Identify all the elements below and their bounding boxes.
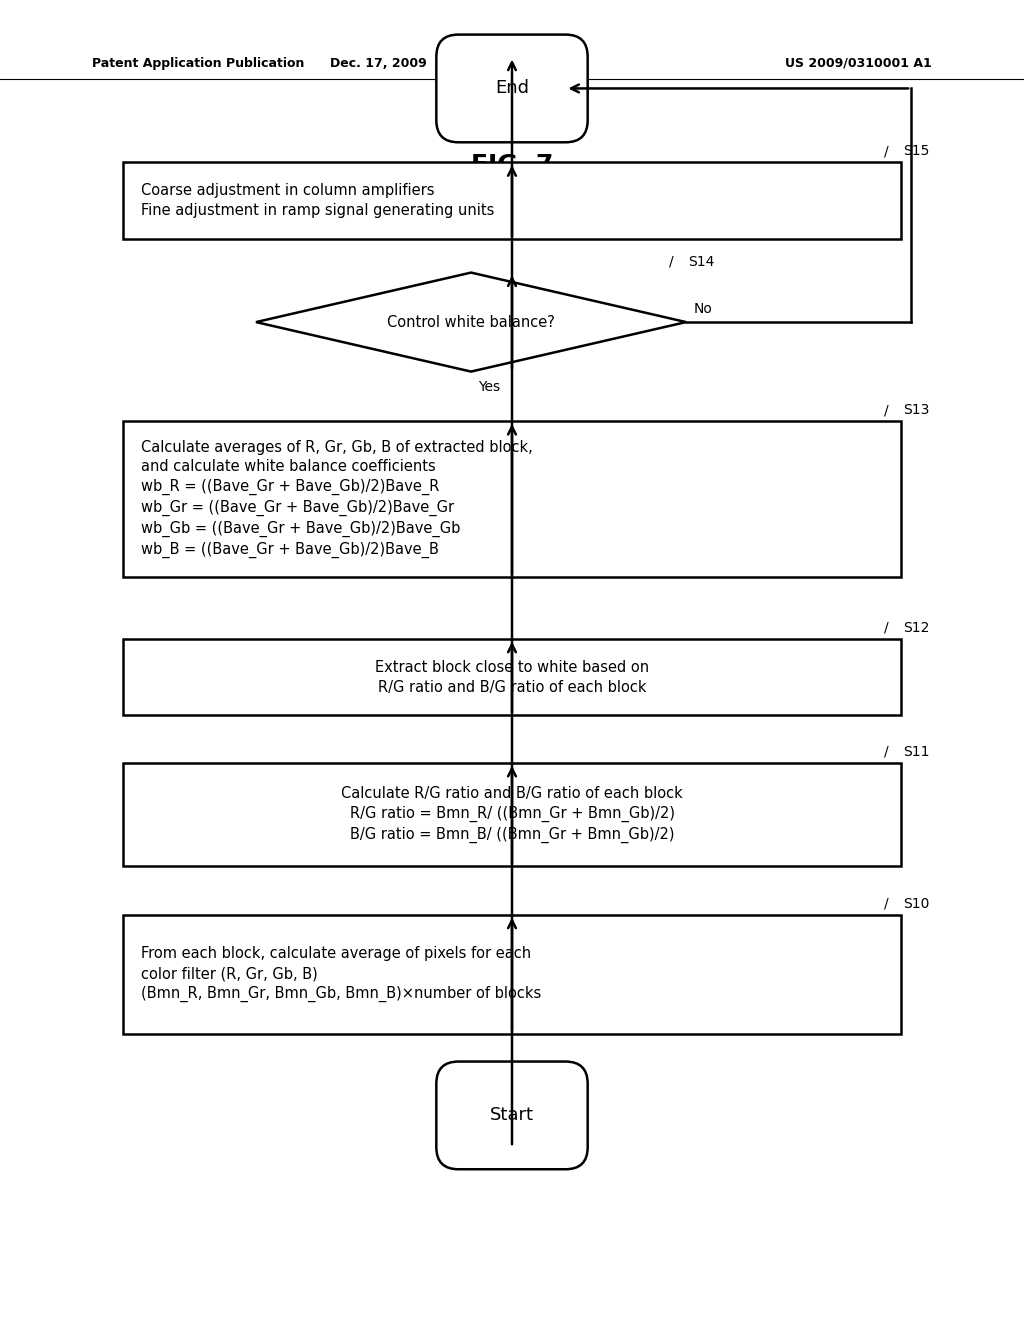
Text: Start: Start bbox=[490, 1106, 534, 1125]
FancyBboxPatch shape bbox=[436, 34, 588, 143]
Text: Extract block close to white based on
R/G ratio and B/G ratio of each block: Extract block close to white based on R/… bbox=[375, 660, 649, 694]
Text: S12: S12 bbox=[903, 620, 930, 635]
Text: Yes: Yes bbox=[478, 380, 500, 393]
Text: /: / bbox=[885, 144, 889, 158]
Bar bbox=[123, 915, 901, 1034]
Text: Patent Application Publication: Patent Application Publication bbox=[92, 57, 304, 70]
Text: US 2009/0310001 A1: US 2009/0310001 A1 bbox=[785, 57, 932, 70]
Text: S15: S15 bbox=[903, 144, 930, 158]
Text: No: No bbox=[694, 302, 713, 315]
Text: S13: S13 bbox=[903, 403, 930, 417]
Text: S10: S10 bbox=[903, 896, 930, 911]
Text: From each block, calculate average of pixels for each
color filter (R, Gr, Gb, B: From each block, calculate average of pi… bbox=[141, 946, 541, 1002]
Text: /: / bbox=[885, 620, 889, 635]
Bar bbox=[123, 421, 901, 577]
Text: /: / bbox=[885, 896, 889, 911]
FancyBboxPatch shape bbox=[436, 1061, 588, 1170]
Polygon shape bbox=[256, 272, 686, 372]
Text: /: / bbox=[885, 744, 889, 759]
Text: Dec. 17, 2009  Sheet 7 of 14: Dec. 17, 2009 Sheet 7 of 14 bbox=[331, 57, 529, 70]
Bar bbox=[123, 763, 901, 866]
Bar bbox=[123, 162, 901, 239]
Text: /: / bbox=[885, 403, 889, 417]
Text: Calculate R/G ratio and B/G ratio of each block
R/G ratio = Bmn_R/ ((Bmn_Gr + Bm: Calculate R/G ratio and B/G ratio of eac… bbox=[341, 785, 683, 843]
Text: /: / bbox=[670, 255, 674, 268]
Bar bbox=[123, 639, 901, 715]
Text: S14: S14 bbox=[688, 255, 715, 268]
Text: FIG. 7: FIG. 7 bbox=[471, 153, 553, 177]
Text: Calculate averages of R, Gr, Gb, B of extracted block,
and calculate white balan: Calculate averages of R, Gr, Gb, B of ex… bbox=[141, 440, 532, 558]
Text: Coarse adjustment in column amplifiers
Fine adjustment in ramp signal generating: Coarse adjustment in column amplifiers F… bbox=[141, 183, 495, 218]
Text: Control white balance?: Control white balance? bbox=[387, 314, 555, 330]
Text: End: End bbox=[495, 79, 529, 98]
Text: S11: S11 bbox=[903, 744, 930, 759]
